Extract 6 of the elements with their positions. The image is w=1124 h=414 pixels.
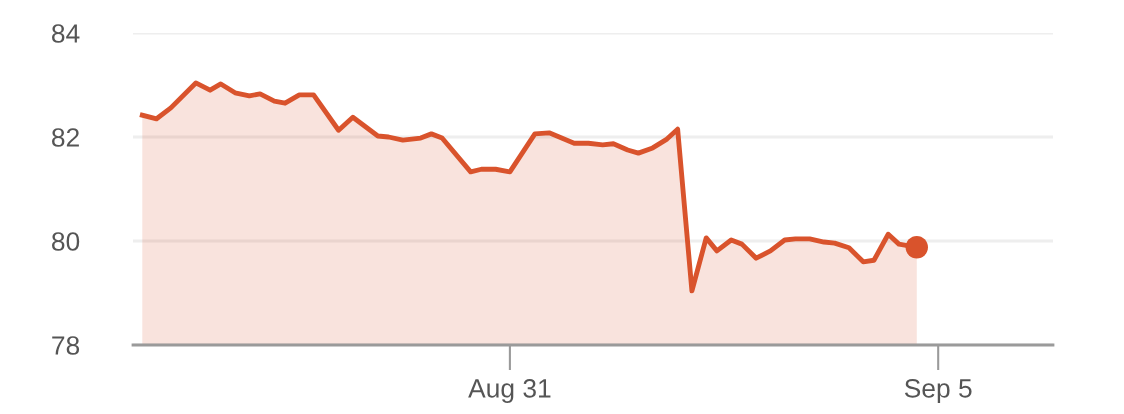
- y-tick-label: 82: [52, 128, 79, 147]
- y-tick-label: 78: [52, 336, 80, 355]
- y-tick-label: 84: [52, 24, 80, 43]
- x-tick-label: Aug 31: [468, 379, 551, 403]
- x-tick-label: Sep 5: [904, 379, 972, 403]
- y-tick-label: 80: [52, 232, 80, 251]
